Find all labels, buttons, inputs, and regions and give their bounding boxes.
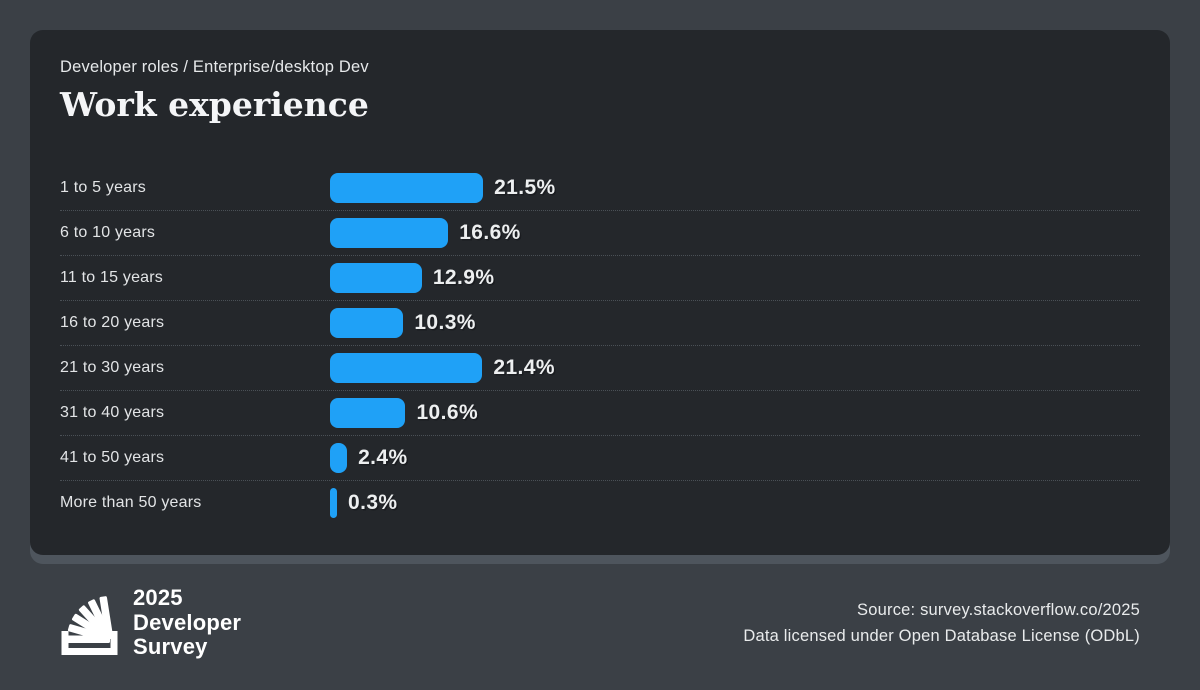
bar-cell: 10.3%: [330, 308, 1140, 338]
row-label: 31 to 40 years: [60, 404, 165, 421]
row-value: 0.3%: [348, 491, 398, 514]
bar: [330, 398, 406, 428]
page-title: Work experience: [60, 85, 369, 124]
bar: [330, 263, 422, 293]
row-value: 10.6%: [416, 401, 479, 424]
row-value: 21.4%: [493, 356, 555, 379]
row-label: 11 to 15 years: [60, 269, 164, 286]
bar-cell: 21.4%: [330, 353, 1140, 383]
bar-cell: 12.9%: [330, 263, 1140, 293]
bar: [330, 353, 483, 383]
row-value: 12.9%: [432, 266, 495, 289]
row-value: 16.6%: [459, 221, 521, 244]
row-label: 41 to 50 years: [60, 449, 165, 466]
source-license: Data licensed under Open Database Licens…: [743, 627, 1140, 645]
chart-card: Developer roles / Enterprise/desktop Dev…: [30, 30, 1170, 555]
chart-row: 16 to 20 years 10.3%: [60, 300, 1140, 345]
brand-line-developer: Developer: [133, 609, 242, 635]
row-value: 21.5%: [494, 175, 556, 199]
breadcrumb: Developer roles / Enterprise/desktop Dev: [60, 58, 369, 76]
bar-chart: 1 to 5 years 21.5% 6 to 10 years 16.6% 11 to…: [60, 165, 1140, 525]
bar: [330, 488, 337, 518]
bar-cell: 0.3%: [330, 488, 1140, 518]
row-label: 16 to 20 years: [60, 314, 165, 331]
row-label: 1 to 5 years: [60, 178, 147, 196]
brand-year: 2025: [133, 585, 183, 611]
stackoverflow-logo-icon: [61, 596, 118, 655]
survey-brand: 2025 Developer Survey: [60, 586, 241, 660]
bar: [330, 443, 348, 473]
bar-cell: 2.4%: [330, 443, 1140, 473]
bar: [330, 172, 484, 203]
bar: [330, 218, 449, 248]
chart-row: 6 to 10 years 16.6%: [60, 210, 1140, 255]
bar-cell: 21.5%: [330, 172, 1140, 203]
chart-row: More than 50 years 0.3%: [60, 480, 1140, 525]
chart-row: 31 to 40 years 10.6%: [60, 390, 1140, 435]
row-label: 21 to 30 years: [60, 359, 165, 376]
chart-row: 21 to 30 years 21.4%: [60, 345, 1140, 390]
row-label: 6 to 10 years: [60, 224, 156, 241]
chart-row: 41 to 50 years 2.4%: [60, 435, 1140, 480]
row-label: More than 50 years: [60, 494, 202, 511]
source-url: Source: survey.stackoverflow.co/2025: [857, 601, 1140, 619]
footer: 2025 Developer Survey Source: survey.sta…: [60, 580, 1140, 666]
row-value: 2.4%: [358, 446, 408, 469]
row-value: 10.3%: [414, 311, 476, 334]
bar: [330, 308, 404, 338]
bar-cell: 16.6%: [330, 218, 1140, 248]
survey-brand-text: 2025 Developer Survey: [133, 586, 241, 660]
chart-row: 1 to 5 years 21.5%: [60, 165, 1140, 210]
source-attribution: Source: survey.stackoverflow.co/2025 Dat…: [743, 597, 1140, 649]
chart-row: 11 to 15 years 12.9%: [60, 255, 1140, 300]
bar-cell: 10.6%: [330, 398, 1140, 428]
brand-line-survey: Survey: [133, 634, 208, 660]
